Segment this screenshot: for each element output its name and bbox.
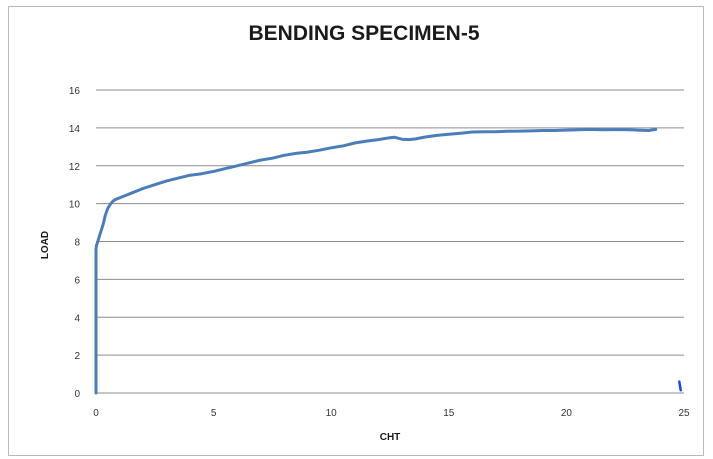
y-tick-label: 14 — [69, 124, 81, 135]
chart-title: BENDING SPECIMEN-5 — [248, 22, 479, 45]
grid — [96, 89, 684, 356]
y-tick-label: 6 — [74, 275, 80, 286]
x-tick-label: 25 — [678, 408, 690, 419]
x-tick-label: 15 — [443, 408, 455, 419]
chart-frame — [8, 6, 704, 456]
series-line-1 — [94, 127, 658, 395]
series-group — [94, 127, 682, 395]
x-axis-ticks: 0 5 10 15 20 25 — [93, 408, 690, 419]
x-tick-label: 5 — [211, 408, 217, 419]
y-axis-ticks: 0 2 4 6 8 10 12 14 16 — [69, 86, 81, 400]
series-line-2 — [678, 380, 682, 392]
y-tick-label: 8 — [74, 238, 80, 249]
y-axis-label: LOAD — [40, 231, 51, 259]
x-tick-label: 10 — [326, 408, 338, 419]
y-tick-label: 4 — [74, 313, 80, 324]
x-tick-label: 20 — [561, 408, 573, 419]
y-tick-label: 0 — [74, 389, 80, 400]
y-tick-label: 10 — [69, 200, 81, 211]
y-tick-label: 12 — [69, 162, 81, 173]
y-tick-label: 2 — [74, 351, 80, 362]
x-tick-label: 0 — [93, 408, 99, 419]
x-axis-label: CHT — [380, 432, 401, 443]
y-tick-label: 16 — [69, 86, 81, 97]
